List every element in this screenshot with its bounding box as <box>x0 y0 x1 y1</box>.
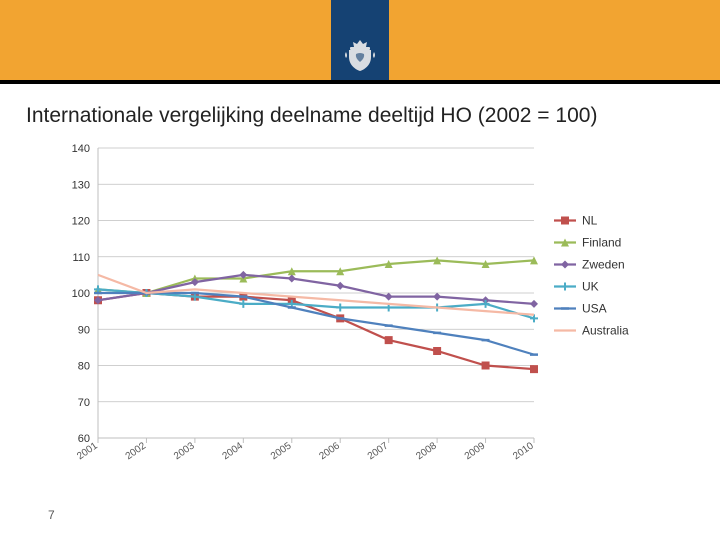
svg-text:2003: 2003 <box>172 440 197 462</box>
svg-text:70: 70 <box>78 397 90 409</box>
svg-text:2005: 2005 <box>269 440 294 462</box>
svg-text:2002: 2002 <box>124 440 149 462</box>
svg-text:2007: 2007 <box>366 440 391 462</box>
svg-text:Australia: Australia <box>582 324 629 338</box>
rijkslogo-block <box>331 0 389 84</box>
header-band <box>0 0 720 84</box>
chart-container: 6070809010011012013014020012002200320042… <box>56 140 694 472</box>
svg-text:2009: 2009 <box>463 440 488 462</box>
svg-text:2010: 2010 <box>511 440 536 462</box>
svg-text:2008: 2008 <box>414 440 439 462</box>
svg-text:USA: USA <box>582 302 607 316</box>
svg-text:120: 120 <box>72 216 90 228</box>
rijkslogo-icon <box>340 34 380 74</box>
svg-text:90: 90 <box>78 324 90 336</box>
svg-text:140: 140 <box>72 143 90 155</box>
svg-text:NL: NL <box>582 214 598 228</box>
svg-text:UK: UK <box>582 280 599 294</box>
header-divider <box>0 80 720 84</box>
svg-text:100: 100 <box>72 288 90 300</box>
svg-text:2004: 2004 <box>221 440 246 462</box>
page-number: 7 <box>48 508 55 522</box>
svg-text:Finland: Finland <box>582 236 621 250</box>
line-chart: 6070809010011012013014020012002200320042… <box>56 140 652 472</box>
svg-text:80: 80 <box>78 361 90 373</box>
svg-text:2006: 2006 <box>317 440 342 462</box>
svg-text:110: 110 <box>72 252 90 264</box>
content-area: Internationale vergelijking deelname dee… <box>0 84 720 472</box>
svg-text:130: 130 <box>72 179 90 191</box>
svg-text:Zweden: Zweden <box>582 258 625 272</box>
chart-title: Internationale vergelijking deelname dee… <box>26 104 694 128</box>
